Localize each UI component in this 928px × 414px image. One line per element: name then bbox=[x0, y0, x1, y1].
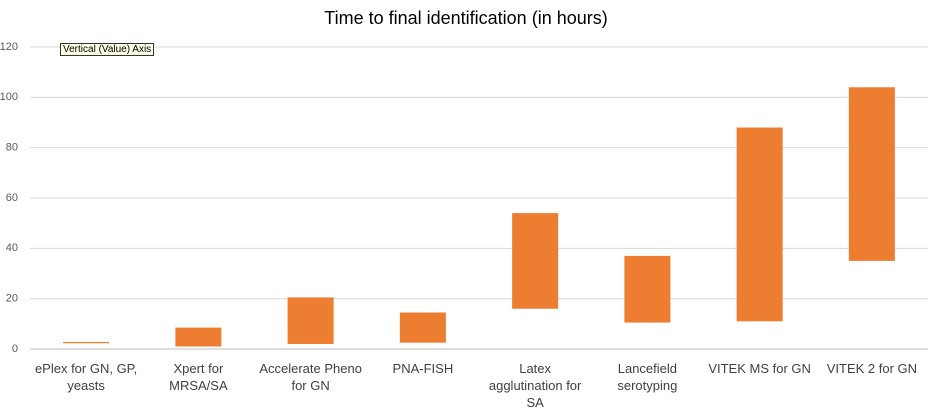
x-tick-label: PNA-FISH bbox=[392, 361, 454, 376]
x-tick-label: Latex agglutination for SA bbox=[488, 361, 582, 410]
chart-title: Time to final identification (in hours) bbox=[324, 8, 607, 28]
range-bar bbox=[63, 341, 110, 344]
range-bar bbox=[175, 327, 222, 347]
range-bar bbox=[848, 87, 895, 261]
y-tick-label: 120 bbox=[0, 41, 18, 53]
range-bar bbox=[512, 213, 559, 309]
x-tick-label: VITEK MS for GN bbox=[708, 361, 811, 376]
x-tick-label: Lancefield serotyping bbox=[617, 361, 678, 393]
y-tick-label: 20 bbox=[6, 293, 18, 305]
y-tick-label: 0 bbox=[12, 343, 18, 355]
y-tick-label: 100 bbox=[0, 91, 18, 103]
y-tick-label: 80 bbox=[6, 142, 18, 154]
range-bar bbox=[287, 297, 334, 344]
range-bar bbox=[736, 127, 783, 322]
range-bar bbox=[624, 255, 671, 323]
x-tick-label: VITEK 2 for GN bbox=[826, 361, 918, 376]
y-tick-label: 40 bbox=[6, 242, 18, 254]
x-tick-label: ePlex for GN, GP, yeasts bbox=[34, 361, 138, 393]
x-tick-label: Accelerate Pheno for GN bbox=[259, 361, 362, 393]
range-bar bbox=[399, 312, 446, 343]
x-tick-label: Xpert for MRSA/SA bbox=[169, 361, 228, 393]
axis-tooltip: Vertical (Value) Axis bbox=[60, 43, 155, 56]
y-tick-label: 60 bbox=[6, 192, 18, 204]
